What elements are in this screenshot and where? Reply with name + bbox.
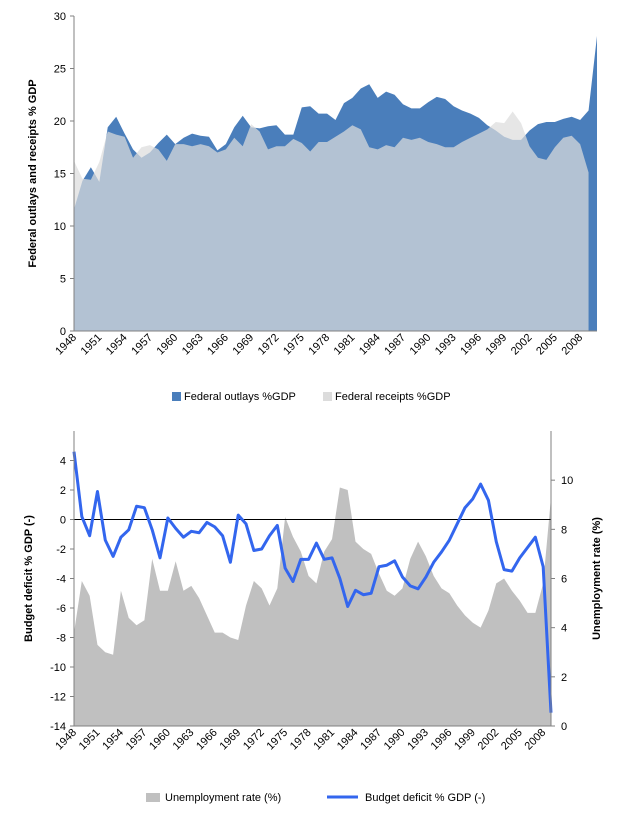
- legend-label-outlays: Federal outlays %GDP: [184, 391, 296, 403]
- y-tick-label-left: -6: [56, 603, 66, 615]
- x-tick-label: 1972: [256, 332, 282, 358]
- x-tick-label: 1990: [382, 727, 408, 753]
- legend-swatch-outlays: [172, 392, 181, 401]
- unemployment-area: [74, 487, 551, 726]
- y-tick-label: 20: [54, 116, 66, 128]
- x-tick-label: 1969: [230, 332, 256, 358]
- x-tick-label: 1954: [104, 332, 130, 358]
- x-tick-label: 1978: [306, 332, 332, 358]
- y-tick-label: 15: [54, 169, 66, 181]
- x-tick-label: 1969: [218, 727, 244, 753]
- x-tick-label: 1996: [429, 727, 455, 753]
- x-tick-label: 2005: [499, 727, 525, 753]
- y-tick-label-left: 0: [60, 515, 66, 527]
- y-tick-label-left: -14: [50, 721, 66, 733]
- x-tick-label: 1966: [205, 332, 231, 358]
- y-tick-label-right: 8: [561, 524, 567, 536]
- y-tick-label-right: 2: [561, 672, 567, 684]
- x-tick-label: 1987: [382, 332, 408, 358]
- x-tick-label: 1960: [155, 332, 181, 358]
- x-tick-label: 1999: [484, 332, 510, 358]
- y-tick-label: 25: [54, 64, 66, 76]
- x-tick-label: 1963: [180, 332, 206, 358]
- receipts-area: [74, 111, 589, 331]
- legend-label-unemployment: Unemployment rate (%): [165, 792, 281, 804]
- y-tick-label-left: 2: [60, 485, 66, 497]
- legend-swatch-receipts: [323, 392, 332, 401]
- x-tick-label: 2008: [559, 332, 585, 358]
- x-tick-label: 1993: [405, 727, 431, 753]
- x-tick-label: 1984: [357, 332, 383, 358]
- y-tick-label-right: 0: [561, 721, 567, 733]
- x-tick-label: 1954: [100, 727, 126, 753]
- top-chart: 0 5 10 15 20 25 30 1948 1951 1954 1957 1960 1963 1966…: [27, 11, 597, 403]
- y-tick-label-right: 10: [561, 475, 573, 487]
- y-axis-title: Federal outlays and receipts % GDP: [27, 79, 39, 267]
- y-tick-label: 5: [60, 274, 66, 286]
- x-tick-label: 1975: [281, 332, 307, 358]
- x-tick-label: 2008: [523, 727, 549, 753]
- y-tick-label-left: 4: [60, 456, 66, 468]
- x-tick-label: 1999: [452, 727, 478, 753]
- x-tick-label: 2002: [509, 332, 535, 358]
- x-tick-label: 1981: [332, 332, 358, 358]
- x-tick-label: 1975: [264, 727, 290, 753]
- y-tick-label-right: 4: [561, 623, 567, 635]
- y-tick-label-left: -8: [56, 633, 66, 645]
- x-tick-label: 2002: [476, 727, 502, 753]
- x-tick-label: 1978: [288, 727, 314, 753]
- x-tick-label: 1981: [311, 727, 337, 753]
- x-tick-label: 1966: [194, 727, 220, 753]
- x-tick-label: 1993: [433, 332, 459, 358]
- legend-swatch-unemployment: [146, 793, 160, 802]
- x-tick-label: 1996: [458, 332, 484, 358]
- x-tick-label: 1948: [53, 332, 79, 358]
- legend-label-deficit: Budget deficit % GDP (-): [365, 792, 485, 804]
- x-tick-label: 1957: [124, 727, 150, 753]
- y-axis-title-left: Budget deficit % GDP (-): [23, 515, 35, 642]
- x-tick-label: 1963: [171, 727, 197, 753]
- x-tick-label: 2005: [534, 332, 560, 358]
- bottom-chart: -14-12-10-8-6-4-202402468101948195119541…: [23, 431, 603, 804]
- y-tick-label: 30: [54, 11, 66, 23]
- x-tick-label: 1957: [129, 332, 155, 358]
- legend-label-receipts: Federal receipts %GDP: [335, 391, 451, 403]
- x-tick-label: 1990: [408, 332, 434, 358]
- x-tick-label: 1951: [79, 332, 105, 358]
- y-tick-label-left: -2: [56, 544, 66, 556]
- y-tick-label-left: -12: [50, 692, 66, 704]
- y-tick-label: 10: [54, 221, 66, 233]
- y-tick-label-left: -4: [56, 574, 66, 586]
- x-tick-label: 1951: [77, 727, 103, 753]
- y-tick-label: 0: [60, 326, 66, 338]
- x-tick-label: 1960: [147, 727, 173, 753]
- deficit-line: [72, 451, 553, 713]
- x-tick-label: 1972: [241, 727, 267, 753]
- y-tick-label-right: 6: [561, 574, 567, 586]
- x-tick-label: 1987: [358, 727, 384, 753]
- x-tick-label: 1984: [335, 727, 361, 753]
- y-tick-label-left: -10: [50, 662, 66, 674]
- y-axis-title-right: Unemployment rate (%): [591, 517, 603, 640]
